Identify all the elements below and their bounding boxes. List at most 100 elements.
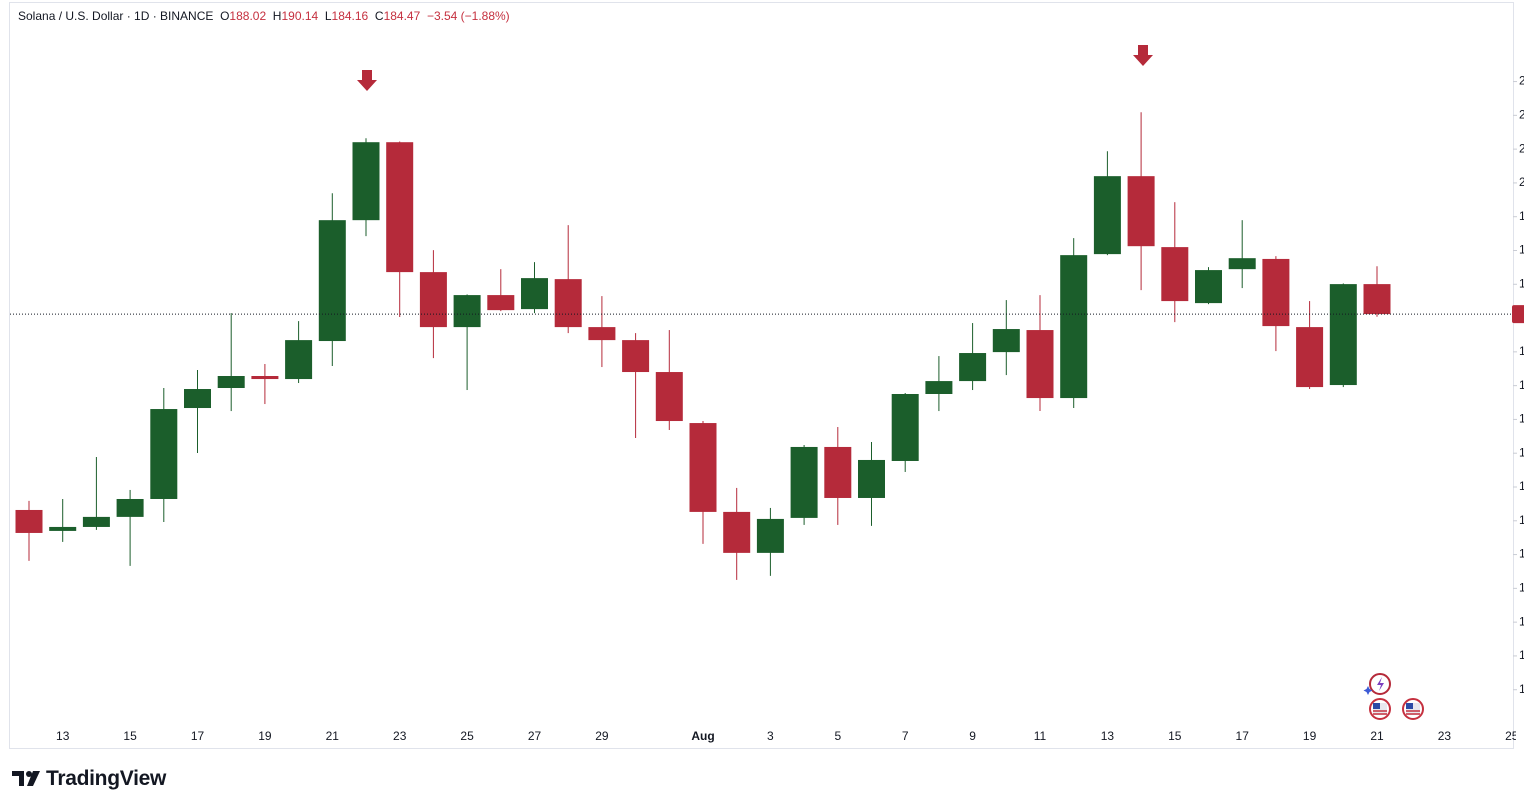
x-tick-label: 17	[191, 729, 205, 743]
candle-body	[1127, 176, 1155, 247]
candle-body	[891, 393, 919, 461]
x-tick-label: 29	[595, 729, 609, 743]
candle-body	[150, 409, 178, 499]
x-tick-label: 23	[1438, 729, 1452, 743]
event-icon[interactable]	[1369, 698, 1391, 720]
x-tick-label: 19	[258, 729, 272, 743]
candle-body	[352, 142, 380, 221]
candle-body	[1195, 270, 1222, 304]
candle-body	[588, 327, 616, 341]
x-tick-label: 27	[528, 729, 542, 743]
x-tick-label: 13	[56, 729, 70, 743]
candle-body	[858, 459, 885, 498]
symbol-legend: Solana / U.S. Dollar · 1D · BINANCE O188…	[18, 9, 510, 23]
sell-signal[interactable]	[1133, 45, 1153, 66]
ohlc-label: H	[272, 9, 282, 23]
candle-body	[1296, 327, 1324, 388]
x-tick-label: 25	[1505, 729, 1519, 743]
candle-body	[824, 446, 852, 498]
event-icon[interactable]	[1402, 698, 1424, 720]
candle-body	[723, 511, 751, 553]
change: −3.54 (−1.88%)	[426, 9, 510, 23]
y-tick-label: 144	[1519, 648, 1524, 662]
x-tick-label: 5	[834, 729, 841, 743]
x-tick-label: 15	[1168, 729, 1182, 743]
ohlc-value: 188.02	[229, 9, 267, 23]
candle-body	[655, 372, 683, 422]
candle-body	[959, 353, 987, 382]
candle-body	[622, 340, 650, 373]
candle-body	[251, 376, 279, 380]
y-tick-label: 188	[1519, 276, 1524, 290]
candle-body	[285, 340, 313, 380]
y-tick-label: 140	[1519, 682, 1524, 696]
brand-name: TradingView	[46, 767, 167, 790]
candle-body	[756, 518, 784, 553]
y-tick-label: 152	[1519, 581, 1524, 595]
ohlc-label: C	[374, 9, 384, 23]
ohlc-value: 184.16	[331, 9, 369, 23]
candle-body	[1363, 284, 1391, 315]
ohlc-label: O	[220, 9, 230, 23]
ohlc-label: L	[324, 9, 332, 23]
x-tick-label: 9	[969, 729, 976, 743]
x-tick-label: 21	[1370, 729, 1384, 743]
y-tick-label: 164	[1519, 479, 1524, 493]
x-tick-label: 7	[902, 729, 909, 743]
x-tick-label: 23	[393, 729, 407, 743]
pane-border	[9, 2, 1514, 749]
symbol-title: Solana / U.S. Dollar · 1D · BINANCE	[18, 9, 214, 23]
candle-body	[1026, 330, 1054, 399]
x-tick-label: 13	[1101, 729, 1115, 743]
candle-body	[689, 423, 717, 512]
y-tick-label: 168	[1519, 445, 1524, 459]
candle-body	[453, 295, 481, 328]
candle-body	[1060, 255, 1088, 399]
sell-signal[interactable]	[357, 70, 377, 91]
brand-logo	[12, 771, 40, 786]
y-tick-label: 180	[1519, 344, 1524, 358]
x-tick-label: 21	[326, 729, 340, 743]
x-tick-label: Aug	[691, 729, 714, 743]
candle-body	[1228, 258, 1256, 270]
x-tick-label: 17	[1236, 729, 1250, 743]
x-tick-label: 25	[460, 729, 474, 743]
candle-body	[184, 389, 211, 409]
candle-body	[1329, 284, 1357, 386]
ohlc-value: 184.47	[383, 9, 421, 23]
last-price-tag	[1512, 305, 1524, 324]
x-tick-label: 19	[1303, 729, 1317, 743]
y-tick-label: 148	[1519, 614, 1524, 628]
candle-body	[217, 376, 245, 389]
candle-body	[419, 272, 447, 328]
candle-body	[386, 142, 414, 273]
candle-body	[1262, 258, 1290, 327]
y-tick-label: 200	[1519, 175, 1524, 189]
candle-body	[925, 381, 953, 394]
event-icon[interactable]	[1363, 673, 1391, 695]
y-tick-label: 212	[1519, 74, 1524, 88]
y-tick-label: 160	[1519, 513, 1524, 527]
candle-body	[82, 516, 110, 527]
candle-body	[992, 329, 1020, 353]
candle-body	[487, 295, 515, 311]
candle-body	[1161, 247, 1189, 302]
y-tick-label: 196	[1519, 209, 1524, 223]
y-tick-label: 204	[1519, 141, 1524, 155]
candle-body	[521, 278, 548, 310]
candle-body	[49, 526, 77, 531]
y-tick-label: 156	[1519, 547, 1524, 561]
x-tick-label: 3	[767, 729, 774, 743]
candle-body	[554, 279, 582, 328]
candle-body	[15, 509, 43, 533]
y-tick-label: 176	[1519, 378, 1524, 392]
y-tick-label: 172	[1519, 412, 1524, 426]
candle-body	[790, 446, 818, 518]
x-tick-label: 15	[123, 729, 137, 743]
ohlc-value: 190.14	[281, 9, 319, 23]
candle-body	[1093, 176, 1121, 255]
candle-body	[318, 220, 346, 342]
y-tick-label: 208	[1519, 108, 1524, 122]
